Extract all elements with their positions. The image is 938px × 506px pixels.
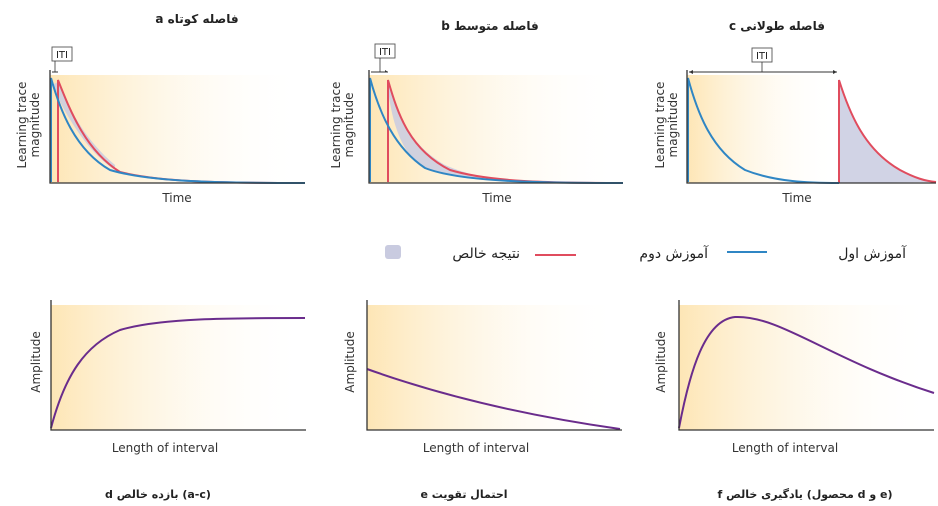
panel-f: Amplitude Length of interval f یادگیری خ… bbox=[654, 300, 935, 501]
panel-d-caption: d بازده خالص (a-c) bbox=[105, 488, 211, 501]
panel-e: Amplitude Length of interval e احتمال تق… bbox=[343, 300, 622, 501]
panel-b-iti-label: ITI bbox=[379, 47, 391, 58]
panel-e-axes bbox=[366, 300, 622, 431]
panel-a: a فاصله کوتاه Learning trace magnitude I… bbox=[15, 12, 306, 205]
panel-c-iti-label: ITI bbox=[756, 51, 768, 62]
panel-c-background bbox=[687, 75, 837, 183]
panel-f-curve bbox=[678, 315, 935, 429]
panel-c-first-curve bbox=[687, 77, 840, 184]
panel-c-axes bbox=[686, 70, 936, 184]
panel-e-x-label: Length of interval bbox=[423, 441, 529, 455]
panel-b-net-area bbox=[388, 82, 520, 182]
panel-b-y-label: Learning trace magnitude bbox=[329, 82, 356, 169]
panel-c-iti-marker: ITI bbox=[689, 47, 837, 74]
panel-f-y-label: Amplitude bbox=[654, 331, 668, 393]
legend-second: آموزش دوم bbox=[535, 245, 709, 262]
panel-a-ylabel-line2: magnitude bbox=[28, 93, 42, 158]
legend-first-label: آموزش اول bbox=[838, 245, 907, 262]
panel-d-axes bbox=[50, 300, 306, 431]
panel-a-y-label: Learning trace magnitude bbox=[15, 82, 42, 169]
panel-f-caption: f یادگیری خالص (محصول d و e) bbox=[718, 488, 893, 501]
legend-net-label: نتیجه خالص bbox=[452, 246, 520, 262]
panel-b: b فاصله متوسط Learning trace magnitude I… bbox=[329, 19, 624, 205]
panel-b-x-label: Time bbox=[481, 191, 511, 205]
legend-first: آموزش اول bbox=[727, 245, 907, 262]
panel-a-iti-label: ITI bbox=[56, 50, 68, 61]
panel-e-caption: e احتمال تقویت bbox=[420, 488, 507, 501]
panel-c-second-curve bbox=[838, 79, 937, 183]
panel-a-ylabel-line1: Learning trace bbox=[15, 82, 29, 169]
panel-f-background bbox=[679, 305, 934, 430]
panel-a-iti-marker: ITI bbox=[51, 46, 73, 73]
panel-c-net-area bbox=[839, 80, 935, 183]
panel-c-title: c فاصله طولانی bbox=[729, 19, 825, 34]
panel-b-ylabel-line2: magnitude bbox=[342, 93, 356, 158]
panel-b-iti-marker: ITI bbox=[371, 43, 396, 73]
panel-d-background bbox=[51, 305, 306, 430]
panel-c-ylabel-line1: Learning trace bbox=[653, 82, 667, 169]
panel-d-curve bbox=[50, 317, 306, 429]
panel-b-background bbox=[369, 75, 623, 183]
panel-c-y-label: Learning trace magnitude bbox=[653, 82, 680, 169]
panel-e-curve bbox=[366, 368, 621, 430]
legend-net: نتیجه خالص bbox=[385, 245, 520, 262]
panel-f-x-label: Length of interval bbox=[732, 441, 838, 455]
panel-b-title: b فاصله متوسط bbox=[441, 19, 539, 34]
panel-c-x-label: Time bbox=[781, 191, 811, 205]
panel-e-background bbox=[367, 305, 622, 430]
panel-d-y-label: Amplitude bbox=[29, 331, 43, 393]
panel-b-axes bbox=[368, 70, 623, 184]
panel-b-ylabel-line1: Learning trace bbox=[329, 82, 343, 169]
panel-a-title: a فاصله کوتاه bbox=[155, 12, 238, 27]
panel-c: c فاصله طولانی Learning trace magnitude … bbox=[653, 19, 937, 205]
panel-a-axes bbox=[49, 70, 305, 184]
panel-a-x-label: Time bbox=[161, 191, 191, 205]
panel-d: Amplitude Length of interval d بازده خال… bbox=[29, 300, 306, 501]
panel-a-background bbox=[50, 75, 305, 183]
legend: آموزش اول آموزش دوم نتیجه خالص bbox=[385, 245, 907, 262]
legend-second-label: آموزش دوم bbox=[639, 245, 709, 262]
panel-c-ylabel-line2: magnitude bbox=[666, 93, 680, 158]
panel-f-axes bbox=[678, 300, 934, 431]
panel-d-x-label: Length of interval bbox=[112, 441, 218, 455]
panel-e-y-label: Amplitude bbox=[343, 331, 357, 393]
legend-net-swatch bbox=[385, 245, 401, 259]
